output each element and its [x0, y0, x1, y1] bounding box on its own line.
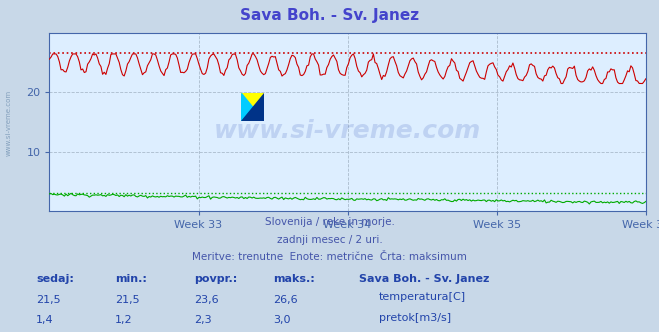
Text: min.:: min.: [115, 274, 147, 284]
Text: 1,4: 1,4 [36, 315, 54, 325]
Text: povpr.:: povpr.: [194, 274, 238, 284]
Text: maks.:: maks.: [273, 274, 315, 284]
Polygon shape [241, 93, 264, 121]
Text: zadnji mesec / 2 uri.: zadnji mesec / 2 uri. [277, 235, 382, 245]
Text: 3,0: 3,0 [273, 315, 291, 325]
Text: 21,5: 21,5 [115, 295, 140, 305]
Text: temperatura[C]: temperatura[C] [379, 292, 466, 302]
Text: 23,6: 23,6 [194, 295, 219, 305]
Text: Slovenija / reke in morje.: Slovenija / reke in morje. [264, 217, 395, 227]
Text: 26,6: 26,6 [273, 295, 298, 305]
Text: 2,3: 2,3 [194, 315, 212, 325]
Text: 21,5: 21,5 [36, 295, 61, 305]
Text: www.si-vreme.com: www.si-vreme.com [5, 90, 11, 156]
Text: Sava Boh. - Sv. Janez: Sava Boh. - Sv. Janez [240, 8, 419, 23]
Polygon shape [241, 93, 264, 121]
Polygon shape [241, 93, 264, 121]
Text: pretok[m3/s]: pretok[m3/s] [379, 313, 451, 323]
Text: Meritve: trenutne  Enote: metrične  Črta: maksimum: Meritve: trenutne Enote: metrične Črta: … [192, 252, 467, 262]
Text: sedaj:: sedaj: [36, 274, 74, 284]
Text: Sava Boh. - Sv. Janez: Sava Boh. - Sv. Janez [359, 274, 490, 284]
Text: 1,2: 1,2 [115, 315, 133, 325]
Text: www.si-vreme.com: www.si-vreme.com [214, 119, 481, 143]
